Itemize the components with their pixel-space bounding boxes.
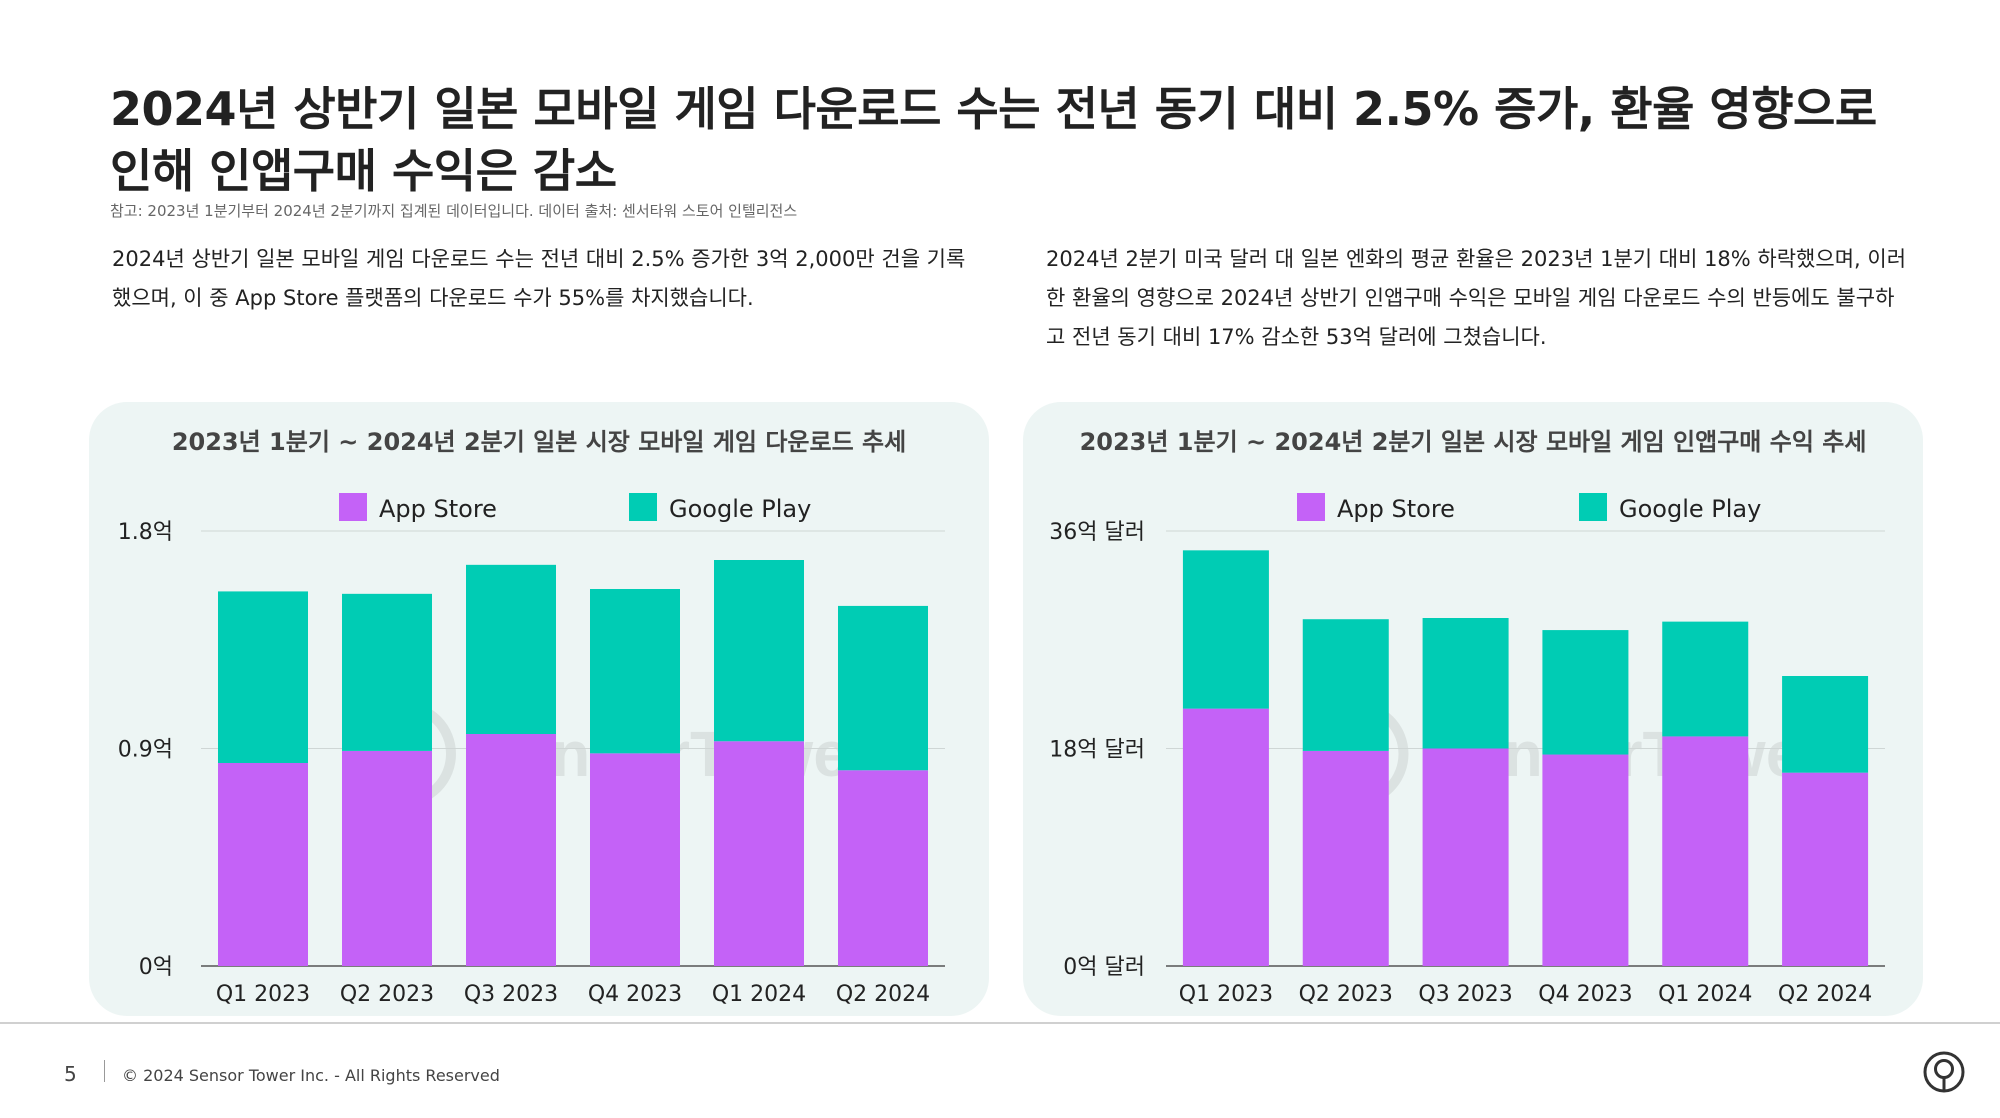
- bar-app-store: [838, 770, 928, 966]
- y-tick-label: 0.9억: [118, 738, 173, 763]
- bar-google-play: [1302, 619, 1389, 751]
- bar-google-play: [1422, 618, 1509, 749]
- footer-divider: [0, 1022, 2000, 1024]
- bar-google-play: [838, 605, 928, 771]
- downloads-chart-panel: SensorTower2023년 1분기 ~ 2024년 2분기 일본 시장 모…: [89, 402, 989, 1016]
- bar-google-play: [466, 564, 556, 734]
- data-source-note: 참고: 2023년 1분기부터 2024년 2분기까지 집계된 데이터입니다. …: [110, 202, 798, 220]
- legend-label-google-play: Google Play: [669, 495, 811, 523]
- y-tick-label: 1.8억: [118, 520, 173, 545]
- copyright-text: © 2024 Sensor Tower Inc. - All Rights Re…: [122, 1066, 500, 1085]
- x-tick-label: Q4 2023: [588, 982, 682, 1007]
- bar-google-play: [1782, 676, 1869, 773]
- x-tick-label: Q4 2023: [1538, 982, 1632, 1007]
- x-tick-label: Q1 2023: [1179, 982, 1273, 1007]
- chart-title: 2023년 1분기 ~ 2024년 2분기 일본 시장 모바일 게임 인앱구매 …: [1080, 428, 1867, 456]
- sensor-tower-logo-icon: [1923, 1051, 1965, 1093]
- bar-google-play: [342, 593, 432, 751]
- bar-app-store: [218, 763, 308, 966]
- bar-app-store: [1662, 736, 1749, 966]
- bar-google-play: [218, 591, 308, 763]
- legend-swatch-google-play: [1579, 493, 1607, 521]
- bar-google-play: [714, 560, 804, 742]
- bar-google-play: [1662, 621, 1749, 737]
- page-title: 2024년 상반기 일본 모바일 게임 다운로드 수는 전년 동기 대비 2.5…: [110, 82, 1877, 198]
- x-tick-label: Q2 2023: [340, 982, 434, 1007]
- bar-app-store: [1422, 748, 1509, 966]
- bar-app-store: [1182, 708, 1269, 966]
- downloads-summary-text: 2024년 상반기 일본 모바일 게임 다운로드 수는 전년 대비 2.5% 증…: [112, 247, 966, 310]
- bar-app-store: [590, 753, 680, 966]
- x-tick-label: Q1 2024: [1658, 982, 1752, 1007]
- x-tick-label: Q1 2024: [712, 982, 806, 1007]
- legend-swatch-app-store: [339, 493, 367, 521]
- y-tick-label: 0억: [139, 955, 173, 980]
- bar-app-store: [466, 734, 556, 966]
- bar-google-play: [1182, 550, 1269, 709]
- y-tick-label: 36억 달러: [1049, 520, 1145, 545]
- bar-app-store: [1782, 772, 1869, 966]
- bar-app-store: [714, 741, 804, 966]
- page-number: 5: [64, 1062, 77, 1086]
- bar-app-store: [342, 750, 432, 966]
- x-tick-label: Q2 2023: [1299, 982, 1393, 1007]
- revenue-chart: SensorTower2023년 1분기 ~ 2024년 2분기 일본 시장 모…: [1049, 428, 1885, 1007]
- legend-swatch-google-play: [629, 493, 657, 521]
- y-tick-label: 18억 달러: [1049, 738, 1145, 763]
- downloads-chart: SensorTower2023년 1분기 ~ 2024년 2분기 일본 시장 모…: [118, 428, 945, 1007]
- legend-label-google-play: Google Play: [1619, 495, 1761, 523]
- x-tick-label: Q2 2024: [836, 982, 930, 1007]
- revenue-chart-panel: SensorTower2023년 1분기 ~ 2024년 2분기 일본 시장 모…: [1023, 402, 1923, 1016]
- bar-app-store: [1542, 754, 1629, 966]
- legend-swatch-app-store: [1297, 493, 1325, 521]
- bar-app-store: [1302, 750, 1389, 966]
- chart-title: 2023년 1분기 ~ 2024년 2분기 일본 시장 모바일 게임 다운로드 …: [172, 428, 906, 456]
- legend-label-app-store: App Store: [1337, 495, 1455, 523]
- x-tick-label: Q3 2023: [464, 982, 558, 1007]
- legend-label-app-store: App Store: [379, 495, 497, 523]
- bar-google-play: [590, 589, 680, 754]
- x-tick-label: Q1 2023: [216, 982, 310, 1007]
- x-tick-label: Q3 2023: [1418, 982, 1512, 1007]
- revenue-summary-text: 2024년 2분기 미국 달러 대 일본 엔화의 평균 환율은 2023년 1분…: [1046, 247, 1907, 349]
- footer-separator: [104, 1060, 105, 1082]
- y-tick-label: 0억 달러: [1063, 955, 1145, 980]
- bar-google-play: [1542, 630, 1629, 755]
- x-tick-label: Q2 2024: [1778, 982, 1872, 1007]
